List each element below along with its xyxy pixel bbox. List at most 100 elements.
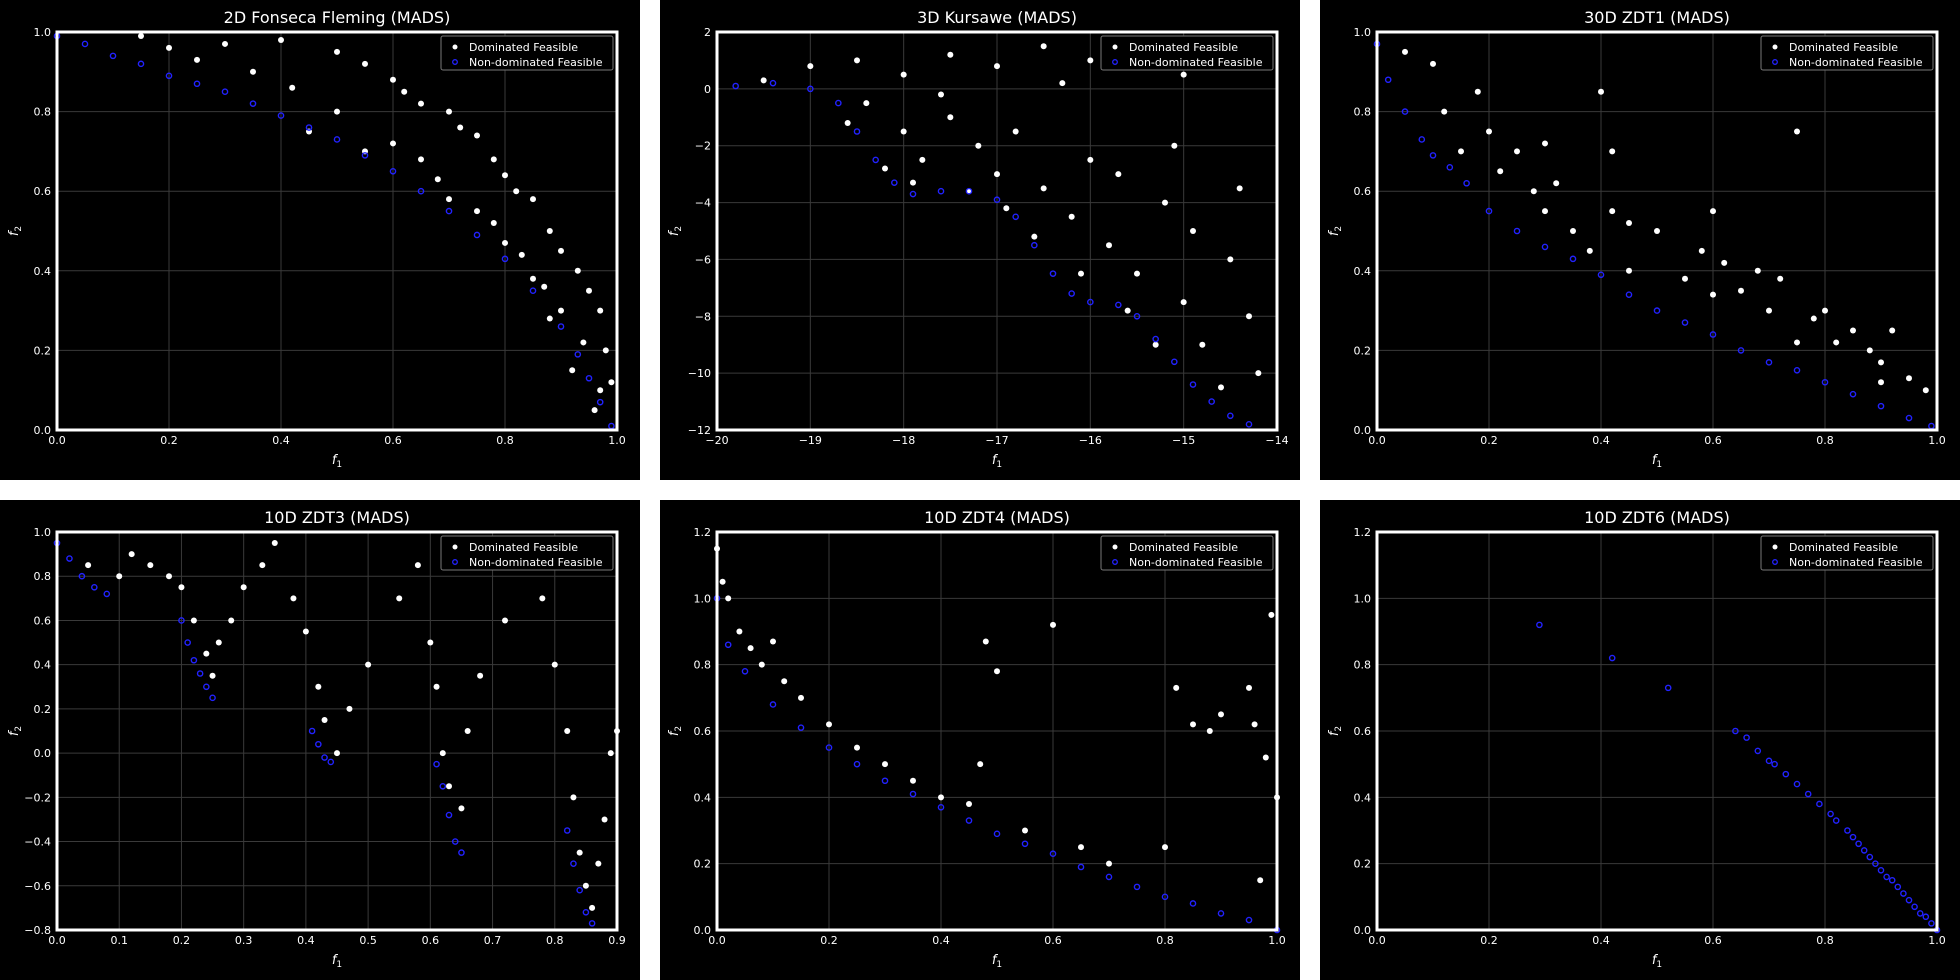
y-tick-label: −10 [688,367,711,380]
x-tick-label: 0.3 [235,934,253,947]
y-axis-label-subscript: 2 [1334,226,1344,232]
dominated-point [390,140,396,147]
x-tick-label: 0.2 [820,934,838,947]
dominated-point [401,88,408,95]
legend-dominated-marker [1772,544,1778,550]
y-axis-label-main: f [7,729,22,736]
dominated-point [1031,233,1038,240]
dominated-point [147,562,154,569]
x-axis-label: f1 [1652,453,1662,470]
x-axis-label: f1 [1652,953,1662,970]
y-tick-label: 0.2 [1354,858,1372,871]
legend-label-non-dominated: Non-dominated Feasible [1129,556,1263,569]
dominated-point [502,617,508,624]
x-axis-label-subscript: 1 [1656,960,1662,970]
x-tick-label: 0.1 [110,934,128,947]
dominated-point [271,540,278,547]
dominated-point [781,678,788,685]
dominated-point [1152,341,1159,348]
dominated-point [446,783,452,790]
dominated-point [919,156,926,163]
dominated-point [240,584,247,591]
y-tick-label: 0.0 [1354,924,1372,937]
x-axis-label: f1 [992,453,1002,470]
non-dominated-point [1737,347,1745,354]
non-dominated-point [1827,810,1834,818]
non-dominated-point [1872,860,1879,867]
x-axis-label: f1 [332,453,342,470]
dominated-point [530,196,536,203]
non-dominated-point [1485,207,1493,215]
y-tick-label: 0.4 [694,791,712,804]
y-tick-label: 1.0 [1354,26,1372,39]
x-tick-label: −20 [705,434,728,447]
y-tick-label: 1.0 [34,526,52,539]
y-tick-label: 1.0 [34,26,52,39]
non-dominated-point [439,782,447,790]
chart-svg: 0.0 0.2 0.4 0.6 0.8 1.0 0.0 0.2 0.4 0.6 0.8 1.0 1.2 1… [1327,508,1946,970]
non-dominated-point [91,583,98,591]
dominated-point [203,650,210,657]
non-dominated-point [1012,213,1019,221]
non-dominated-point [1816,800,1823,808]
dominated-point [1721,259,1728,266]
dominated-point [975,142,982,149]
dominated-point [546,315,553,322]
dominated-point [994,171,1000,178]
legend-dominated-marker [1112,544,1118,550]
x-tick-label: 0.2 [1480,434,1498,447]
non-dominated-point [1754,747,1762,755]
dominated-point [900,128,907,135]
non-dominated-point [557,323,565,330]
y-axis-label-main: f [1327,729,1342,736]
plot-frame [715,530,1279,932]
dominated-point [530,275,536,282]
dominated-point [1570,228,1576,234]
plot-frame [1375,30,1939,432]
y-axis-label: f2 [667,226,684,236]
dominated-point [1180,299,1187,306]
non-dominated-point [835,99,842,107]
non-dominated-point [137,60,145,68]
dominated-point [758,661,765,668]
dominated-point [1833,339,1840,346]
non-dominated-point [1883,873,1890,881]
dominated-point [222,40,228,47]
dominated-point [1474,88,1481,95]
x-tick-label: 1.0 [1268,934,1286,947]
y-tick-label: 0.8 [1354,106,1372,119]
x-tick-label: 0.7 [484,934,502,947]
non-dominated-point [1709,331,1717,338]
y-tick-label: −2 [695,140,711,153]
x-tick-label: 0.6 [384,434,402,447]
chart-title: 3D Kursawe (MADS) [917,8,1077,27]
non-dominated-point [445,811,453,819]
dominated-point [446,196,452,203]
non-dominated-point [193,80,201,88]
non-dominated-point [1446,164,1454,171]
dominated-point [1206,728,1213,734]
x-axis-label-main: f [332,953,339,968]
non-dominated-point [1536,621,1543,629]
y-axis-label: f2 [667,726,684,736]
dominated-point [601,816,608,823]
y-axis-label-subscript: 2 [14,226,24,232]
dominated-point [1087,156,1094,163]
x-tick-label: 1.0 [1928,934,1946,947]
non-dominated-point [576,886,583,894]
x-tick-label: −16 [1079,434,1102,447]
dominated-point [458,805,465,812]
x-axis-label-subscript: 1 [996,960,1002,970]
dominated-point [1553,180,1560,187]
non-dominated-point [1860,847,1868,854]
dominated-point [1227,256,1234,263]
dominated-point [346,705,353,712]
x-tick-label: 0.6 [422,934,440,947]
non-dominated-point [308,727,316,735]
dominated-point [1173,684,1180,691]
y-tick-label: 0.0 [694,924,712,937]
dominated-point [464,728,471,734]
dominated-point [910,777,916,784]
x-tick-label: 0.5 [359,934,377,947]
dominated-point [178,584,185,591]
